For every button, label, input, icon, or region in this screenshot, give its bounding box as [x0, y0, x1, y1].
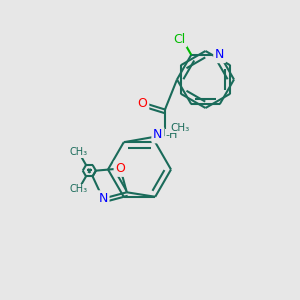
Text: -H: -H — [165, 130, 178, 140]
Text: CH₃: CH₃ — [170, 123, 189, 133]
Text: O: O — [138, 97, 147, 110]
Text: N: N — [215, 48, 224, 61]
Text: N: N — [153, 128, 163, 142]
Text: Cl: Cl — [173, 33, 185, 46]
Text: N: N — [98, 192, 108, 205]
Text: CH₃: CH₃ — [70, 147, 88, 157]
Text: O: O — [116, 162, 125, 175]
Text: CH₃: CH₃ — [70, 184, 88, 194]
